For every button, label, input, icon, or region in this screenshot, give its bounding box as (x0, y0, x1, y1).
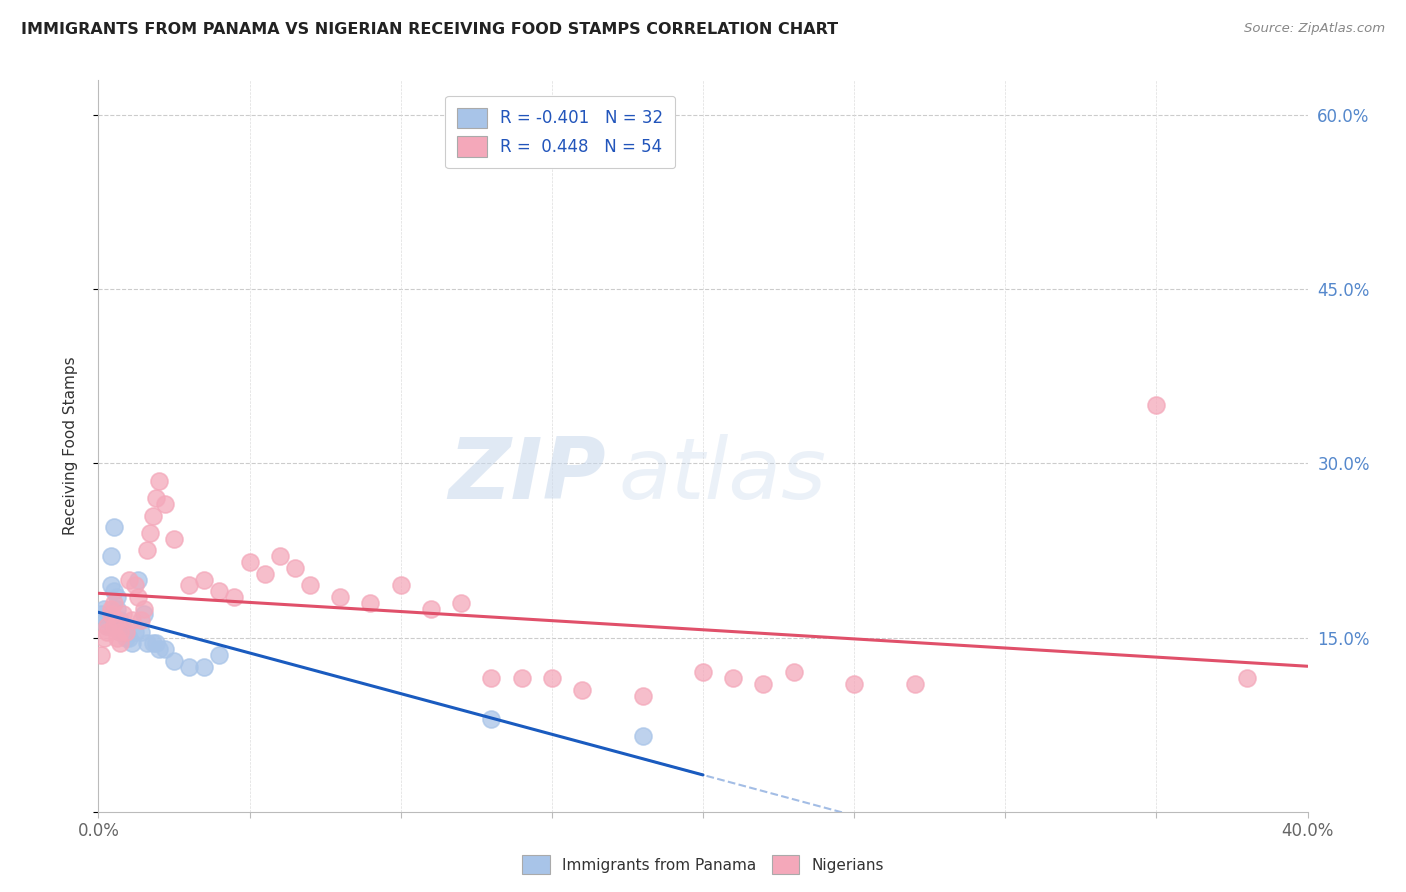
Point (193, 659, 215, 673)
Point (108, 613, 131, 627)
Y-axis label: Receiving Food Stamps: Receiving Food Stamps (63, 357, 77, 535)
Point (904, 677, 927, 691)
Point (783, 665, 806, 680)
Point (111, 624, 134, 639)
Point (299, 578, 322, 592)
Legend: Immigrants from Panama, Nigerians: Immigrants from Panama, Nigerians (516, 849, 890, 880)
Point (179, 578, 201, 592)
Point (118, 573, 141, 587)
Point (100, 578, 122, 592)
Point (420, 601, 443, 615)
Point (163, 532, 186, 546)
Point (145, 636, 167, 650)
Point (111, 607, 134, 622)
Point (723, 671, 745, 685)
Point (692, 665, 714, 680)
Point (360, 596, 382, 610)
Point (571, 682, 593, 697)
Point (103, 584, 125, 599)
Point (108, 624, 131, 639)
Point (481, 671, 503, 685)
Point (105, 613, 128, 627)
Point (105, 631, 128, 645)
Point (269, 549, 291, 564)
Point (90, 607, 112, 622)
Text: IMMIGRANTS FROM PANAMA VS NIGERIAN RECEIVING FOOD STAMPS CORRELATION CHART: IMMIGRANTS FROM PANAMA VS NIGERIAN RECEI… (21, 22, 838, 37)
Point (105, 590, 128, 604)
Point (135, 636, 157, 650)
Point (132, 607, 155, 622)
Legend: R = -0.401   N = 32, R =  0.448   N = 54: R = -0.401 N = 32, R = 0.448 N = 54 (446, 96, 675, 169)
Point (96, 624, 118, 639)
Point (450, 596, 472, 610)
Point (114, 624, 136, 639)
Point (631, 729, 654, 743)
Point (96, 619, 118, 633)
Point (127, 590, 149, 604)
Point (108, 636, 131, 650)
Point (844, 677, 866, 691)
Point (103, 520, 125, 534)
Point (389, 578, 412, 592)
Point (631, 689, 654, 703)
Point (103, 619, 125, 633)
Point (253, 566, 276, 581)
Point (124, 624, 146, 639)
Point (142, 636, 165, 650)
Text: Source: ZipAtlas.com: Source: ZipAtlas.com (1244, 22, 1385, 36)
Point (108, 624, 131, 639)
Point (124, 578, 146, 592)
Point (163, 654, 186, 668)
Point (179, 659, 201, 673)
Point (121, 636, 143, 650)
Point (100, 601, 122, 615)
Point (93, 631, 115, 645)
Point (145, 491, 167, 506)
Point (100, 607, 122, 622)
Point (1236, 671, 1258, 685)
Point (105, 601, 128, 615)
Point (148, 474, 170, 488)
Point (208, 648, 231, 662)
Point (329, 590, 352, 604)
Point (148, 642, 170, 657)
Point (129, 624, 152, 639)
Point (752, 677, 775, 691)
Point (153, 497, 176, 511)
Point (284, 561, 307, 575)
Point (93, 601, 115, 615)
Point (224, 590, 246, 604)
Point (132, 601, 155, 615)
Text: atlas: atlas (619, 434, 827, 516)
Point (121, 613, 143, 627)
Point (142, 508, 165, 523)
Point (208, 584, 231, 599)
Point (127, 573, 149, 587)
Point (100, 549, 122, 564)
Text: ZIP: ZIP (449, 434, 606, 516)
Point (96, 613, 118, 627)
Point (510, 671, 533, 685)
Point (90, 648, 112, 662)
Point (114, 631, 136, 645)
Point (111, 619, 134, 633)
Point (96, 619, 118, 633)
Point (239, 555, 262, 569)
Point (540, 671, 562, 685)
Point (193, 573, 215, 587)
Point (118, 631, 141, 645)
Point (135, 543, 157, 558)
Point (153, 642, 176, 657)
Point (103, 596, 125, 610)
Point (139, 526, 162, 541)
Point (129, 613, 152, 627)
Point (1144, 398, 1167, 412)
Point (481, 712, 503, 726)
